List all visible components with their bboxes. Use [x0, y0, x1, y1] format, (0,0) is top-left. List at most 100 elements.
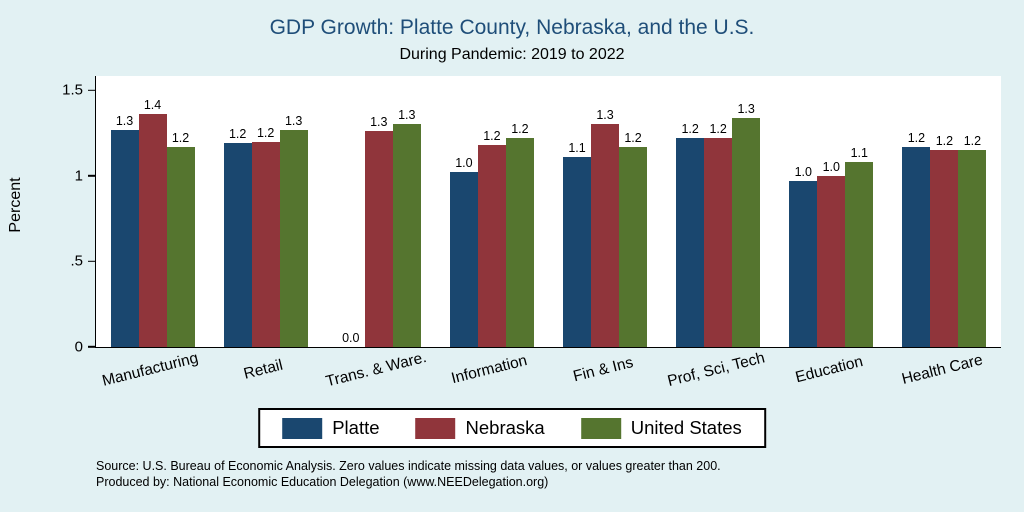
bar-value-label: 1.2 — [228, 127, 247, 142]
bar-value-label: 1.4 — [143, 98, 162, 113]
bar-column: 1.3 — [364, 76, 393, 347]
y-tick-label: 0 — [74, 338, 83, 356]
bar-column: 1.3 — [591, 76, 620, 347]
bar-value-label: 1.0 — [455, 156, 473, 171]
bar-group: 1.2 1.2 1.3 — [662, 76, 775, 347]
bar — [732, 117, 761, 347]
bar — [817, 175, 846, 347]
bar-group: 1.0 1.0 1.1 — [775, 76, 888, 347]
y-tick-label: 1 — [74, 167, 83, 185]
legend-label: Platte — [332, 417, 380, 438]
bar — [364, 131, 393, 347]
bar — [591, 124, 620, 347]
bar-value-label: 1.3 — [737, 101, 755, 116]
bar-column: 1.1 — [845, 76, 874, 347]
bar-group: 1.2 1.2 1.2 — [888, 76, 1001, 347]
bar-value-label: 1.0 — [794, 164, 812, 179]
bar-value-label: 1.2 — [511, 122, 529, 137]
chart-title: GDP Growth: Platte County, Nebraska, and… — [269, 16, 755, 39]
bar — [958, 150, 987, 347]
bar — [223, 143, 252, 347]
bar-value-label: 1.3 — [284, 113, 303, 128]
chart-subtitle: During Pandemic: 2019 to 2022 — [399, 46, 625, 63]
legend-label: Nebraska — [465, 417, 545, 438]
source-note: Source: U.S. Bureau of Economic Analysis… — [96, 459, 721, 473]
bar — [166, 146, 195, 347]
legend-swatch — [415, 417, 456, 439]
bar-value-label: 1.0 — [822, 159, 840, 174]
bar — [902, 146, 931, 347]
bar — [251, 141, 280, 347]
bar-column: 1.2 — [704, 76, 733, 347]
x-axis-labels: Manufacturing Retail Trans. & Ware. Informa… — [95, 349, 1000, 401]
bar-column: 1.2 — [902, 76, 931, 347]
y-axis-label: Percent — [7, 177, 24, 233]
y-tick-label: 1.5 — [62, 81, 83, 99]
bar-column: 1.2 — [930, 76, 959, 347]
y-tick-mark — [88, 89, 96, 91]
bar-value-label: 1.3 — [596, 108, 614, 123]
legend: Platte Nebraska United States — [258, 408, 766, 448]
legend-swatch — [580, 417, 621, 439]
bar — [676, 138, 705, 347]
bar — [563, 156, 592, 347]
bar-value-label: 1.2 — [935, 134, 954, 149]
footnotes: Source: U.S. Bureau of Economic Analysis… — [96, 458, 721, 491]
bar — [392, 124, 421, 347]
bar-value-label: 1.2 — [171, 130, 190, 145]
bar-column: 1.2 — [619, 76, 648, 347]
bar-group: 0.0 1.3 1.3 — [322, 76, 435, 347]
bar-column: 1.4 — [138, 76, 167, 347]
bar-column: 1.3 — [392, 76, 421, 347]
bar — [704, 138, 733, 347]
bar-value-label: 1.3 — [370, 115, 388, 130]
bar-value-label: 0.0 — [342, 331, 360, 345]
y-tick-mark — [88, 346, 96, 348]
bar — [930, 150, 959, 347]
bar-column: 1.3 — [110, 76, 139, 347]
bar-group: 1.0 1.2 1.2 — [435, 76, 548, 347]
bar-value-label: 1.2 — [907, 130, 926, 145]
bar — [138, 114, 167, 347]
bar-column: 1.0 — [789, 76, 818, 347]
bar-value-label: 1.2 — [256, 125, 275, 140]
bar-column: 0.0 — [337, 76, 365, 347]
bar-value-label: 1.2 — [709, 122, 727, 137]
bar-column: 1.1 — [563, 76, 592, 347]
legend-swatch — [282, 417, 323, 439]
bar-column: 1.2 — [505, 76, 534, 347]
plot-area: 0 .5 1 1.5 1.3 1.4 1.2 1.2 1.2 1.3 0.0 1.3 1.3 1.0 1.2… — [62, 76, 1001, 356]
bar-value-label: 1.2 — [624, 130, 642, 145]
bar-column: 1.3 — [279, 76, 308, 347]
bar-value-label: 1.1 — [850, 146, 868, 161]
bar-column: 1.2 — [166, 76, 195, 347]
bar — [110, 129, 139, 347]
bar-value-label: 1.2 — [963, 134, 982, 149]
bar-column: 1.2 — [958, 76, 987, 347]
bar — [619, 146, 648, 347]
legend-item: United States — [580, 417, 742, 439]
bar-column: 1.2 — [477, 76, 506, 347]
bar-column: 1.2 — [676, 76, 705, 347]
legend-item: Nebraska — [415, 417, 545, 439]
bar-group: 1.2 1.2 1.3 — [209, 76, 322, 347]
bar-value-label: 1.2 — [483, 128, 501, 143]
bar — [789, 180, 818, 347]
bar — [477, 144, 506, 347]
y-tick-label: .5 — [70, 252, 83, 270]
bar — [449, 172, 478, 347]
y-tick-mark — [88, 174, 96, 177]
bar-column: 1.3 — [732, 76, 761, 347]
bar-value-label: 1.3 — [398, 108, 416, 123]
bar-column: 1.0 — [449, 76, 478, 347]
produced-by-note: Produced by: National Economic Education… — [96, 475, 549, 490]
bar — [845, 162, 874, 347]
bar-column: 1.2 — [223, 76, 252, 347]
legend-label: United States — [630, 417, 742, 438]
bar-value-label: 1.1 — [568, 140, 586, 155]
bar-group: 1.3 1.4 1.2 — [96, 76, 209, 347]
y-tick-mark — [88, 260, 96, 263]
bar-column: 1.2 — [251, 76, 280, 347]
bar-group: 1.1 1.3 1.2 — [549, 76, 662, 347]
